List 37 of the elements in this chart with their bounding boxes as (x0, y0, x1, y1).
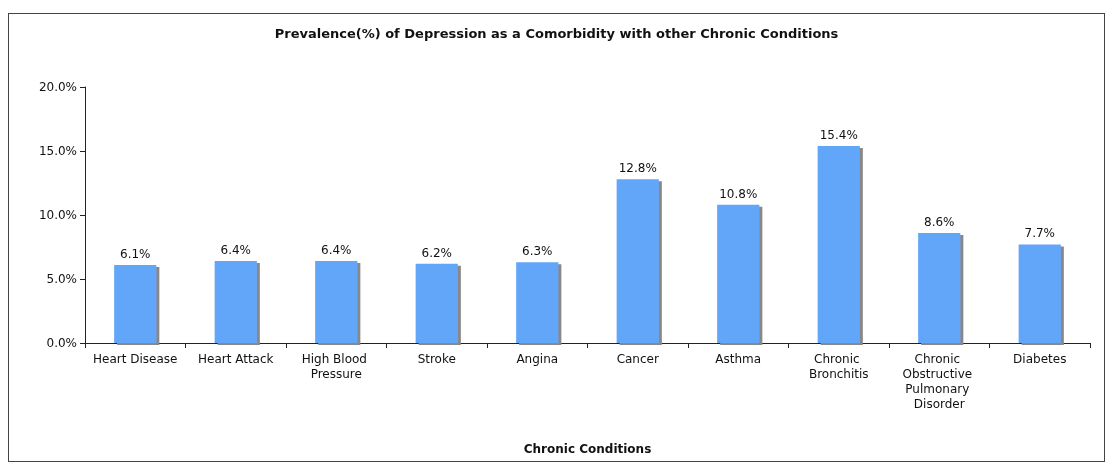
chart-title: Prevalence(%) of Depression as a Comorbidity with other Chronic Conditions (274, 26, 839, 41)
x-tick-label: Cancer (616, 351, 659, 366)
x-axis-title: Chronic Conditions (523, 442, 652, 456)
x-tick-label: Chronic Obstructive Pulmonary Disorder (902, 351, 976, 411)
data-label: 6.1% (120, 246, 151, 261)
x-tick-label: Asthma (715, 351, 762, 366)
x-tick-label: Stroke (417, 351, 456, 366)
data-label: 6.4% (321, 243, 352, 258)
data-label: 6.2% (421, 245, 452, 260)
data-label: 15.4% (819, 127, 858, 142)
x-tick-label: Heart Disease (93, 351, 178, 366)
bar (616, 179, 659, 343)
bar (415, 263, 458, 343)
y-tick-label: 0.0% (46, 336, 77, 350)
bar (114, 264, 157, 343)
data-label: 6.4% (220, 243, 251, 258)
x-tick-label: High Blood Pressure (301, 351, 371, 381)
y-tick-label: 10.0% (38, 208, 77, 222)
x-tick-label: Chronic Bronchitis (808, 351, 869, 381)
x-tick-label: Heart Attack (197, 351, 274, 366)
data-label: 8.6% (924, 214, 955, 229)
bar (717, 204, 760, 343)
data-label: 7.7% (1024, 226, 1055, 241)
y-tick-label: 5.0% (46, 272, 77, 286)
bar (516, 262, 559, 343)
bar (315, 261, 358, 343)
y-tick-label: 20.0% (38, 80, 77, 94)
data-label: 6.3% (522, 244, 553, 259)
bar (1018, 244, 1061, 343)
data-label: 10.8% (719, 186, 758, 201)
y-tick-label: 15.0% (38, 144, 77, 158)
x-tick-label: Angina (516, 351, 559, 366)
bar (817, 145, 860, 343)
bar (214, 261, 257, 343)
x-tick-label: Diabetes (1013, 351, 1067, 366)
data-label: 12.8% (618, 161, 657, 176)
bar (918, 232, 961, 343)
